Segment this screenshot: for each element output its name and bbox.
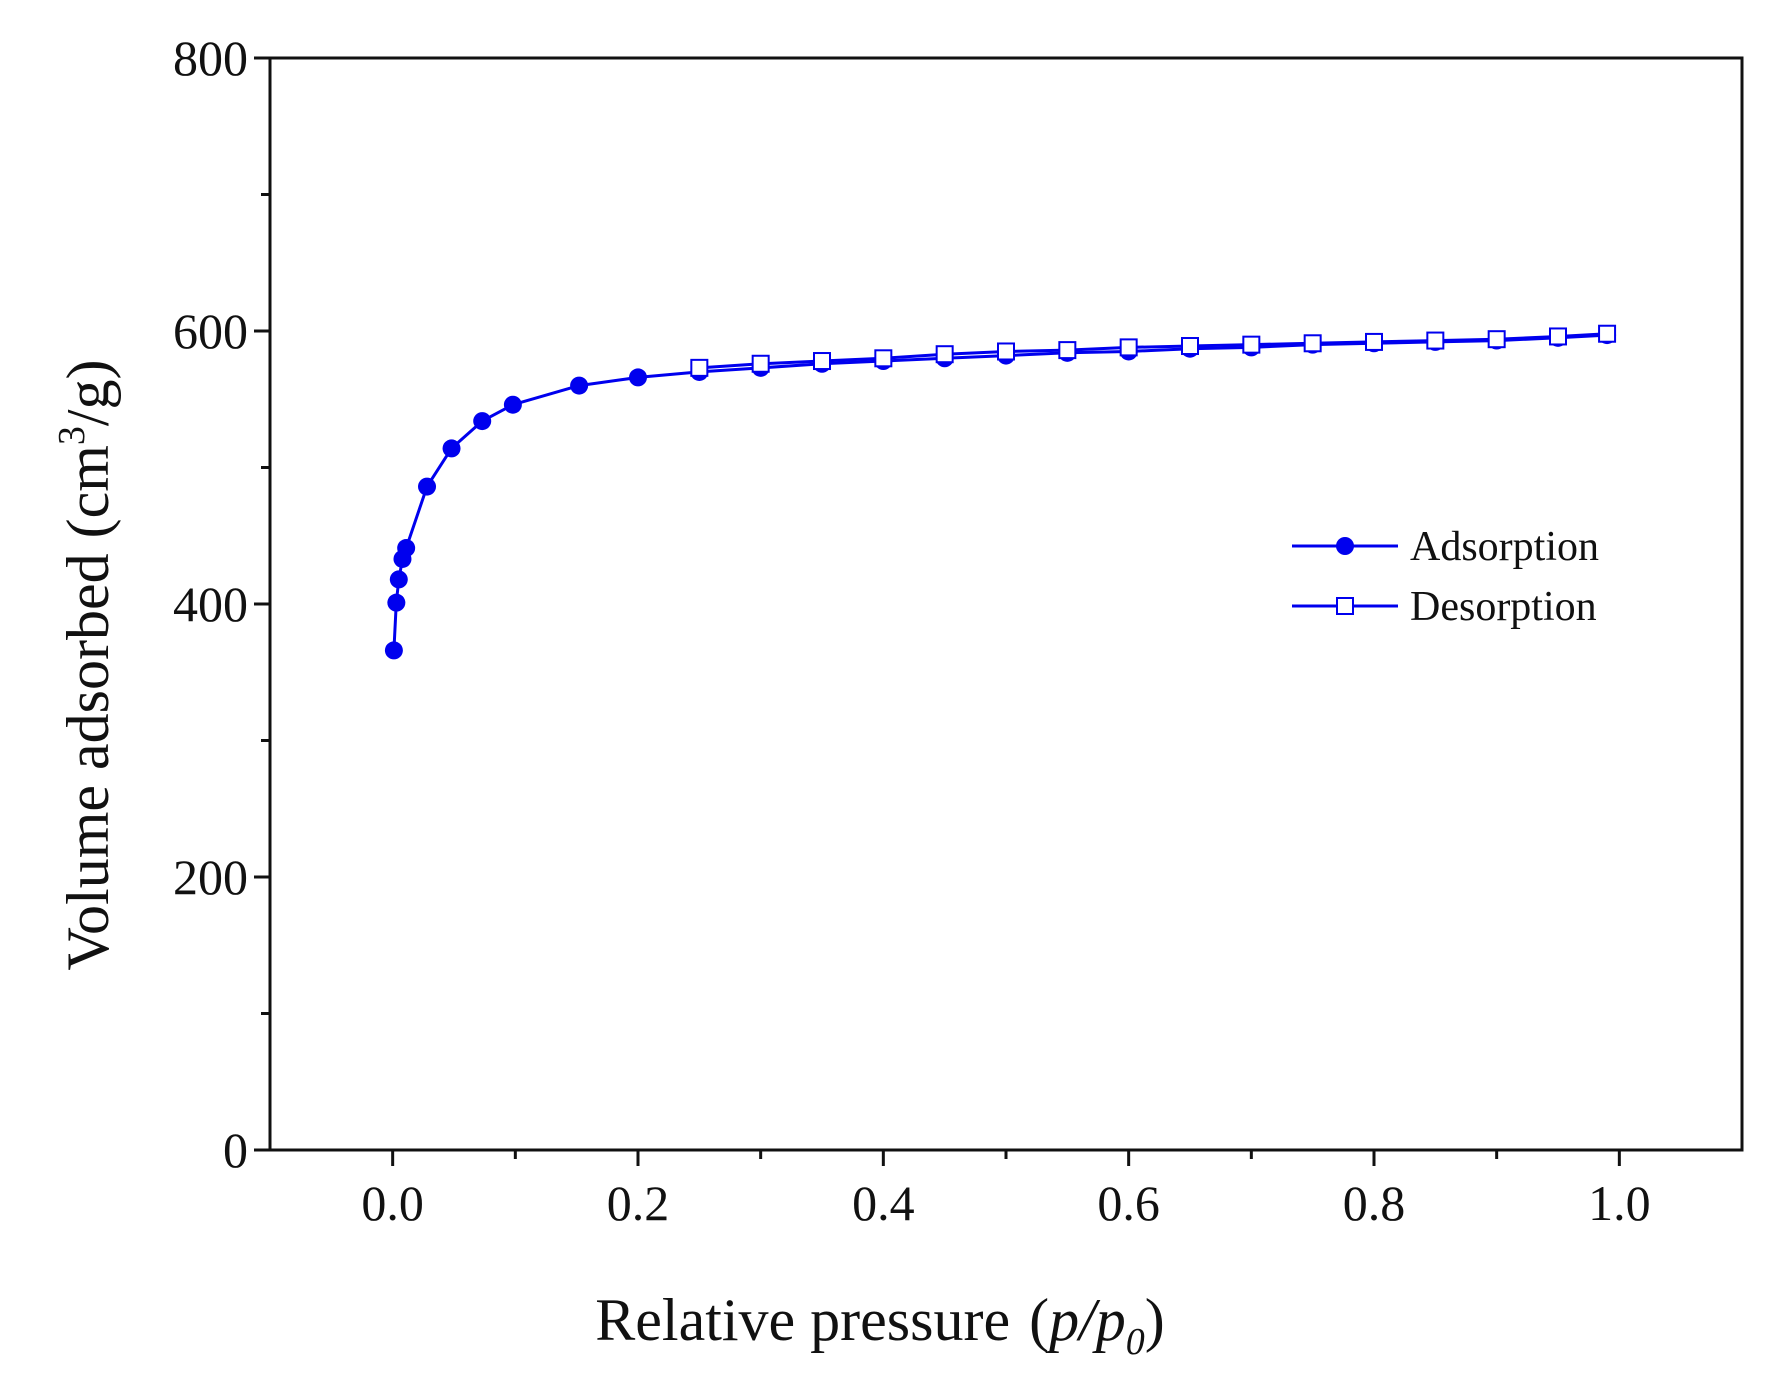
y-axis-title: Volume adsorbed (cm3/g) bbox=[51, 359, 121, 970]
data-point-adsorption bbox=[473, 412, 492, 431]
data-point-desorption bbox=[874, 349, 893, 368]
data-point-desorption bbox=[813, 352, 831, 371]
x-tick-label: 0.2 bbox=[607, 1175, 670, 1231]
x-tick-label: 0.6 bbox=[1097, 1175, 1160, 1231]
series-desorption bbox=[690, 324, 1617, 377]
x-tick-label: 1.0 bbox=[1588, 1175, 1651, 1231]
data-point-adsorption bbox=[442, 439, 461, 458]
y-tick-label: 400 bbox=[173, 576, 248, 632]
data-point-adsorption bbox=[387, 593, 406, 612]
data-point-desorption bbox=[935, 345, 954, 364]
legend-marker bbox=[1336, 537, 1354, 555]
x-tick-label: 0.4 bbox=[852, 1175, 915, 1231]
data-point-adsorption bbox=[629, 368, 647, 387]
data-point-desorption bbox=[1365, 332, 1383, 351]
desorption-line bbox=[699, 332, 1608, 370]
data-point-desorption bbox=[1549, 327, 1567, 346]
x-tick-label: 0.8 bbox=[1343, 1175, 1406, 1231]
data-point-adsorption bbox=[418, 477, 437, 496]
data-point-desorption bbox=[1181, 337, 1199, 356]
series-layer bbox=[384, 324, 1617, 660]
legend: Adsorption Desorption bbox=[1292, 524, 1599, 630]
data-point-desorption bbox=[1242, 335, 1261, 354]
data-point-adsorption bbox=[503, 395, 522, 414]
legend-label: Adsorption bbox=[1410, 524, 1599, 570]
data-point-desorption bbox=[1487, 330, 1506, 349]
x-tick-label: 0.0 bbox=[361, 1175, 424, 1231]
legend-item-desorption: Desorption bbox=[1292, 584, 1597, 630]
data-point-adsorption bbox=[570, 376, 589, 395]
x-axis: 0.0 0.2 0.4 0.6 0.8 1.0 bbox=[361, 1150, 1651, 1231]
y-tick-label: 600 bbox=[173, 303, 248, 359]
data-point-desorption bbox=[1598, 324, 1617, 343]
y-tick-label: 0 bbox=[223, 1122, 248, 1178]
data-point-desorption bbox=[690, 358, 709, 377]
legend-label: Desorption bbox=[1410, 584, 1597, 630]
x-axis-title: Relative pressure (p/p0) bbox=[595, 1287, 1164, 1363]
legend-marker bbox=[1336, 597, 1354, 615]
data-point-desorption bbox=[997, 342, 1015, 361]
data-point-desorption bbox=[1119, 338, 1138, 357]
legend-item-adsorption: Adsorption bbox=[1292, 524, 1599, 570]
data-point-adsorption bbox=[397, 539, 416, 558]
data-point-desorption bbox=[1058, 341, 1077, 360]
y-axis: 0 200 400 600 800 bbox=[173, 30, 270, 1178]
data-point-desorption bbox=[1303, 334, 1322, 353]
y-tick-label: 200 bbox=[173, 849, 248, 905]
data-point-adsorption bbox=[384, 641, 403, 660]
y-tick-label: 800 bbox=[173, 30, 248, 86]
data-point-desorption bbox=[1426, 331, 1445, 350]
data-point-adsorption bbox=[389, 570, 408, 589]
data-point-desorption bbox=[751, 354, 770, 373]
